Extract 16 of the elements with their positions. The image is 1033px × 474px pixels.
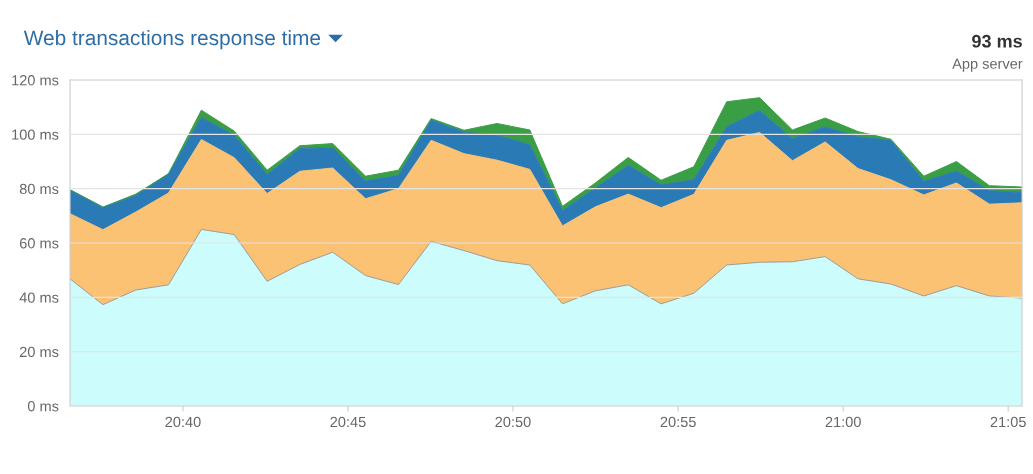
x-tick-label: 20:50 [495,416,531,428]
y-tick-label: 40 ms [19,292,59,303]
text: App server [952,58,1023,72]
x-tick-label: 20:55 [660,416,696,428]
y-tick-label: 80 ms [19,183,59,195]
x-tick-label: 20:40 [165,416,201,428]
y-tick-label: 20 ms [19,346,59,358]
chart-title: Web transactions response time [23,29,321,50]
y-tick-label: 60 ms [19,238,59,249]
x-tick-label: 21:00 [825,416,861,428]
y-tick-label: 100 ms [12,129,59,140]
x-tick-label: 20:45 [330,416,366,428]
y-tick-label: 120 ms [12,75,59,86]
text: 93 ms [972,34,1022,48]
y-tick-label: 0 ms [27,401,59,412]
x-tick-label: 21:05 [990,416,1026,428]
